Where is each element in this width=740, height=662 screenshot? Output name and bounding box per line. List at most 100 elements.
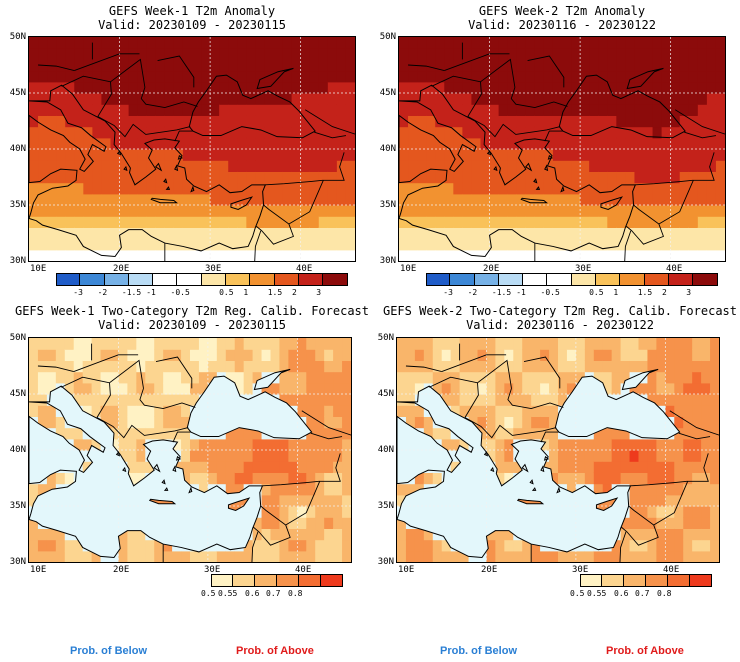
colorbar-tick-label: -3 bbox=[73, 288, 83, 297]
colorbar-tick-label: 0.8 bbox=[288, 589, 303, 598]
colorbar-swatch bbox=[255, 574, 277, 587]
colorbar-swatch bbox=[668, 574, 690, 587]
map-panel-week1-anomaly bbox=[28, 36, 356, 262]
panel-3-title: GEFS Week-1 Two-Category T2m Reg. Calib.… bbox=[14, 304, 370, 332]
colorbar-swatch bbox=[211, 574, 233, 587]
map-panel-week1-probability bbox=[28, 337, 352, 563]
colorbar-swatch bbox=[602, 574, 624, 587]
lat-label: 35N bbox=[9, 200, 26, 210]
panel-1-title-line1: GEFS Week-1 T2m Anomaly bbox=[108, 4, 276, 18]
lat-label: 30N bbox=[377, 557, 394, 567]
colorbar-tick-label: 0.8 bbox=[657, 589, 672, 598]
colorbar-tick-label: -2 bbox=[467, 288, 478, 297]
colorbar-tick-label: 0.55 bbox=[587, 589, 607, 598]
colorbar-swatch bbox=[299, 574, 321, 587]
colorbar-swatch bbox=[201, 273, 227, 286]
colorbar-swatch bbox=[323, 273, 348, 286]
lat-label: 35N bbox=[9, 501, 26, 511]
colorbar-swatch bbox=[233, 574, 255, 587]
lon-label: 40E bbox=[295, 565, 312, 575]
colorbar-tick-label: 1 bbox=[613, 288, 619, 297]
prob-below-label-right: Prob. of Below bbox=[440, 645, 517, 657]
lon-label: 30E bbox=[572, 565, 589, 575]
colorbar-tick-label: 0.55 bbox=[218, 589, 238, 598]
lat-label: 45N bbox=[377, 389, 394, 399]
panel-3-title-line2: Valid: 20230109 - 20230115 bbox=[98, 318, 286, 332]
colorbar-tick-label: -1.5 bbox=[121, 288, 142, 297]
colorbar-tick-label: -0.5 bbox=[540, 288, 560, 297]
lon-label: 30E bbox=[204, 565, 221, 575]
colorbar-swatch bbox=[56, 273, 81, 286]
colorbar-swatch bbox=[523, 273, 548, 286]
lon-label: 20E bbox=[483, 264, 500, 274]
colorbar-tick-label: 0.5 bbox=[570, 589, 585, 598]
colorbar-swatch bbox=[250, 273, 275, 286]
lon-label: 20E bbox=[481, 565, 498, 575]
lat-label: 45N bbox=[9, 88, 26, 98]
lat-label: 40N bbox=[9, 144, 26, 154]
gridlines bbox=[399, 37, 725, 261]
colorbar-swatch bbox=[474, 273, 499, 286]
lat-label: 45N bbox=[9, 389, 26, 399]
colorbar-swatch bbox=[571, 273, 597, 286]
colorbar-swatch bbox=[321, 574, 343, 587]
lat-label: 40N bbox=[377, 445, 394, 455]
lat-label: 35N bbox=[379, 200, 396, 210]
anomaly-colorbar-panel-2 bbox=[426, 273, 718, 286]
sea-area bbox=[254, 369, 291, 390]
colorbar-tick-label: 0.5 bbox=[219, 288, 234, 297]
lon-label: 10E bbox=[398, 565, 415, 575]
colorbar-swatch bbox=[426, 273, 451, 286]
colorbar-swatch bbox=[153, 273, 178, 286]
probability-map-svg bbox=[29, 338, 351, 562]
colorbar-swatch bbox=[620, 273, 645, 286]
anomaly-map-svg bbox=[29, 37, 355, 261]
panel-4-title-line1: GEFS Week-2 Two-Category T2m Reg. Calib.… bbox=[382, 304, 737, 318]
panel-2-title: GEFS Week-2 T2m Anomaly Valid: 20230116 … bbox=[398, 4, 726, 32]
sea-area bbox=[622, 369, 659, 390]
gridlines bbox=[29, 338, 351, 562]
lat-label: 30N bbox=[9, 557, 26, 567]
island bbox=[228, 498, 250, 511]
lon-label: 30E bbox=[575, 264, 592, 274]
colorbar-swatch bbox=[498, 273, 524, 286]
lat-label: 40N bbox=[379, 144, 396, 154]
lon-label: 20E bbox=[113, 565, 130, 575]
lat-label: 45N bbox=[379, 88, 396, 98]
colorbar-swatch bbox=[624, 574, 646, 587]
colorbar-tick-label: 3 bbox=[686, 288, 692, 297]
lat-label: 50N bbox=[377, 333, 394, 343]
island bbox=[596, 498, 618, 511]
colorbar-swatch bbox=[277, 574, 299, 587]
lat-label: 50N bbox=[379, 32, 396, 42]
colorbar-tick-label: 2 bbox=[662, 288, 667, 297]
probability-map-svg bbox=[397, 338, 719, 562]
sea-area bbox=[29, 386, 263, 558]
lat-label: 40N bbox=[9, 445, 26, 455]
colorbar-swatch bbox=[646, 574, 668, 587]
colorbar-swatch bbox=[690, 574, 712, 587]
sea-area bbox=[555, 376, 680, 439]
colorbar-tick-label: 2 bbox=[292, 288, 297, 297]
colorbar-tick-label: 1.5 bbox=[637, 288, 653, 297]
probability-colorbar-panel-3 bbox=[211, 574, 343, 587]
probability-colorbar-panel-4 bbox=[580, 574, 712, 587]
colorbar-swatch bbox=[547, 273, 572, 286]
colorbar-tick-label: 1.5 bbox=[267, 288, 283, 297]
colorbar-tick-label: 0.5 bbox=[589, 288, 604, 297]
lat-label: 35N bbox=[377, 501, 394, 511]
colorbar-swatch bbox=[274, 273, 299, 286]
colorbar-swatch bbox=[668, 273, 694, 286]
colorbar-swatch bbox=[580, 574, 602, 587]
map-panel-week2-anomaly bbox=[398, 36, 726, 262]
lon-label: 40E bbox=[296, 264, 313, 274]
colorbar-tick-label: -1.5 bbox=[491, 288, 512, 297]
anomaly-field bbox=[399, 37, 725, 261]
coastlines bbox=[399, 42, 725, 261]
anomaly-map-svg bbox=[399, 37, 725, 261]
lon-label: 10E bbox=[30, 264, 47, 274]
lon-label: 40E bbox=[666, 264, 683, 274]
panel-4-title-line2: Valid: 20230116 - 20230122 bbox=[466, 318, 654, 332]
anomaly-colorbar-panel-1 bbox=[56, 273, 348, 286]
panel-2-title-line2: Valid: 20230116 - 20230122 bbox=[468, 18, 656, 32]
